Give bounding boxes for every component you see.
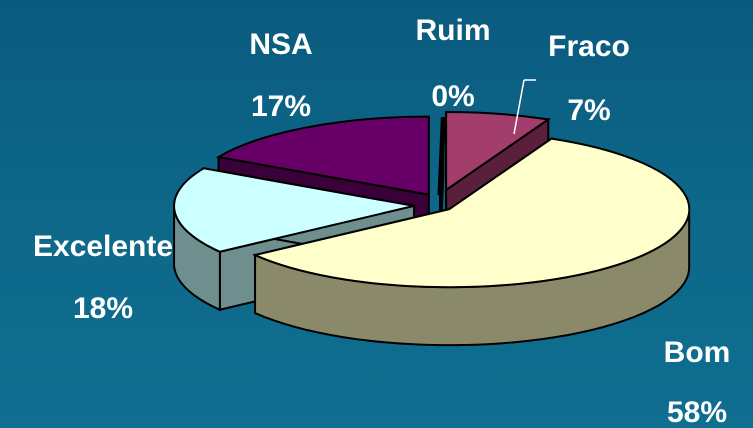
label-excelente-name: Excelente (33, 230, 173, 263)
label-nsa-name: NSA (249, 28, 312, 61)
label-ruim-name: Ruim (416, 14, 491, 47)
label-fraco-name: Fraco (548, 30, 630, 63)
slice-fraco (445, 110, 551, 192)
slice-ruim (437, 117, 446, 196)
label-excelente-value: 18% (73, 292, 133, 325)
slice-excelente (173, 167, 415, 253)
label-nsa-value: 17% (251, 90, 311, 123)
label-ruim-value: 0% (431, 80, 474, 113)
pie-tops-layer (173, 110, 691, 289)
slice-bom (251, 137, 691, 289)
fraco-leader-line (513, 79, 525, 135)
label-fraco-value: 7% (567, 94, 610, 127)
slice-nsa (215, 115, 430, 196)
label-bom-name: Bom (664, 336, 731, 369)
label-bom-value: 58% (667, 396, 727, 428)
